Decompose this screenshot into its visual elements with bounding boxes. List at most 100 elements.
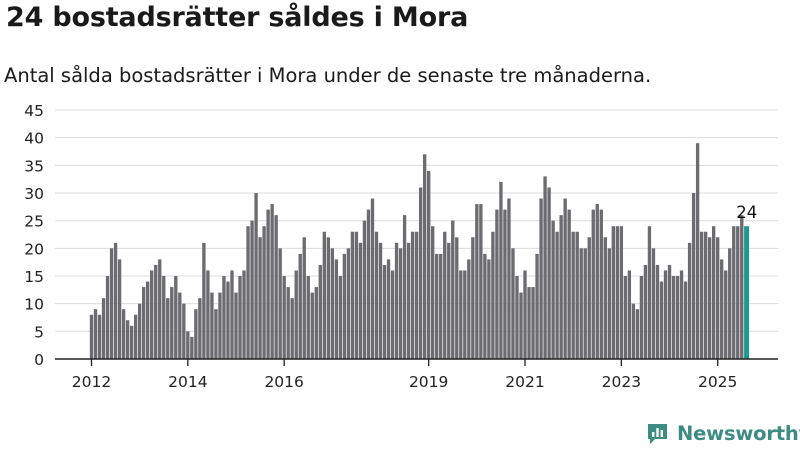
bar: [647, 226, 652, 359]
bar: [483, 253, 487, 359]
bar: [495, 209, 499, 359]
bar: [707, 237, 712, 359]
bar: [166, 298, 170, 359]
bar: [190, 336, 194, 359]
bar: [443, 231, 447, 359]
bar: [491, 231, 495, 359]
bar: [366, 209, 371, 359]
bar: [451, 220, 455, 359]
bar: [527, 287, 531, 359]
bar: [286, 287, 290, 359]
bar: [150, 270, 154, 359]
bar: [643, 264, 648, 359]
bar: [716, 237, 720, 359]
bar: [334, 259, 339, 359]
bar: [298, 253, 302, 359]
x-tick-label: 2021: [505, 373, 544, 391]
bar: [326, 237, 331, 359]
bar: [290, 298, 294, 359]
bar: [539, 198, 543, 359]
bar: [499, 181, 503, 359]
bar: [728, 248, 732, 359]
bar: [535, 253, 539, 359]
chart-subtitle: Antal sålda bostadsrätter i Mora under d…: [4, 64, 652, 87]
bars: 24: [89, 143, 757, 359]
bar: [109, 248, 114, 359]
bar: [162, 276, 166, 359]
bar: [214, 309, 218, 359]
bar: [318, 264, 322, 359]
bar: [382, 264, 387, 359]
bar: [543, 176, 547, 359]
bar: [158, 259, 162, 359]
bar: [310, 292, 314, 359]
bar: [182, 303, 186, 359]
y-tick-label: 15: [24, 268, 44, 286]
bar: [631, 303, 636, 359]
x-tick-label: 2023: [602, 373, 641, 391]
bar: [338, 276, 343, 359]
bar: [194, 309, 198, 359]
bar: [471, 237, 475, 359]
bar: [422, 154, 427, 359]
last-value-label: 24: [736, 203, 757, 222]
bar: [475, 204, 479, 359]
bar: [547, 187, 551, 359]
bar: [270, 204, 274, 359]
bar: [278, 248, 282, 359]
bar: [467, 259, 471, 359]
bar: [463, 270, 467, 359]
bar: [479, 204, 483, 359]
y-tick-label: 5: [34, 323, 44, 341]
bar: [447, 242, 451, 359]
bar: [274, 215, 278, 359]
bar: [390, 270, 395, 359]
bar: [374, 231, 379, 359]
bar: [354, 231, 359, 359]
bar: [736, 226, 740, 359]
bar: [105, 276, 110, 359]
bar: [137, 303, 142, 359]
bar: [170, 287, 174, 359]
bar: [198, 298, 202, 359]
bar: [202, 242, 206, 359]
y-tick-label: 0: [34, 351, 44, 369]
bar: [699, 231, 704, 359]
bar: [146, 281, 150, 359]
bar: [603, 237, 607, 359]
bar: [142, 287, 146, 359]
y-tick-label: 30: [24, 185, 44, 203]
bar: [322, 231, 326, 359]
bar: [579, 248, 583, 359]
bar: [129, 325, 134, 359]
bar: [234, 292, 238, 359]
bar: [559, 215, 563, 359]
bar: [330, 248, 335, 359]
bar: [154, 264, 158, 359]
bar: [294, 270, 298, 359]
bar: [571, 231, 575, 359]
brand-name: Newsworthy: [677, 421, 800, 445]
bar: [744, 226, 750, 359]
bar: [222, 276, 226, 359]
bar: [93, 309, 98, 359]
bar: [655, 264, 660, 359]
bar: [206, 270, 210, 359]
bar: [675, 276, 680, 359]
bar: [607, 248, 611, 359]
bar: [410, 231, 415, 359]
newsworthy-chart-logo-icon: [648, 423, 667, 444]
bar: [740, 215, 744, 359]
bar: [487, 259, 491, 359]
bar: [720, 259, 724, 359]
bar: [394, 242, 399, 359]
bar: [266, 209, 270, 359]
bar: [125, 320, 130, 359]
bar: [242, 270, 246, 359]
bar: [575, 231, 579, 359]
y-tick-label: 35: [24, 157, 44, 175]
bar: [567, 209, 571, 359]
bar: [695, 143, 700, 359]
bar: [519, 292, 523, 359]
